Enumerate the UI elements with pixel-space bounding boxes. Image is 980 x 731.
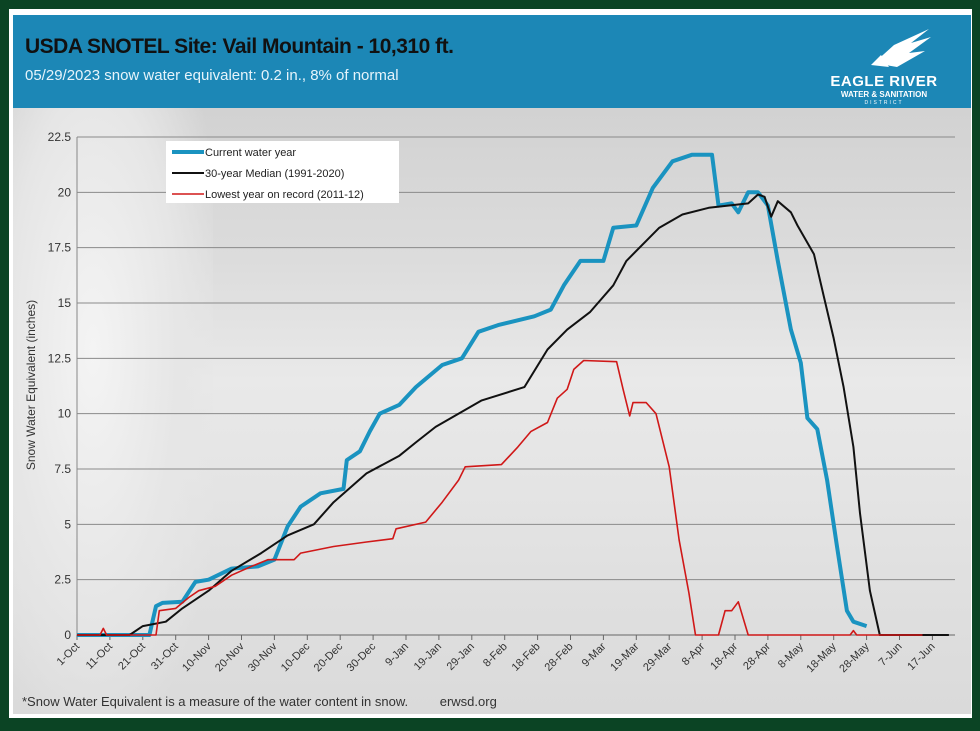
y-tick-label: 20 [58,185,72,199]
x-tick-label: 18-Apr [708,640,740,672]
x-tick-label: 9-Jan [383,641,411,669]
logo-line2: WATER & SANITATION [840,90,928,99]
x-tick-label: 28-Feb [542,641,575,674]
x-tick-label: 29-Jan [445,641,477,673]
logo-line3: DISTRICT [864,100,904,106]
x-tick-label: 8-Feb [481,641,510,670]
y-tick-label: 12.5 [48,351,72,365]
legend-entry: Lowest year on record (2011-12) [205,189,364,201]
x-tick-label: 11-Oct [84,641,115,672]
logo-line1: EAGLE RIVER [830,73,938,90]
x-tick-label: 1-Oct [55,641,83,669]
x-tick-label: 9-Mar [580,640,609,669]
y-axis-label: Snow Water Equivalent (inches) [24,300,38,470]
x-tick-label: 19-Jan [412,641,444,673]
x-tick-label: 28-Apr [741,640,773,672]
x-tick-label: 31-Oct [149,641,181,673]
y-tick-label: 5 [64,517,71,531]
chart-subtitle: 05/29/2023 snow water equivalent: 0.2 in… [25,67,399,84]
series-line-3 [77,359,923,636]
x-tick-label: 20-Dec [312,640,346,674]
legend-box [166,141,399,203]
y-tick-label: 2.5 [54,573,71,587]
x-tick-label: 29-Mar [641,640,674,673]
eagle-river-logo: EAGLE RIVER WATER & SANITATION DISTRICT [819,23,949,106]
x-tick-label: 30-Dec [345,640,379,674]
x-tick-label: 8-May [776,640,806,670]
y-tick-label: 10 [58,407,72,421]
x-tick-label: 19-Mar [608,640,641,673]
x-tick-label: 10-Nov [180,640,214,674]
footer: *Snow Water Equivalent is a measure of t… [22,694,525,709]
eagle-wing-icon [871,29,931,67]
x-tick-label: 18-Feb [510,641,543,674]
y-tick-label: 17.5 [48,241,72,255]
snow-background [13,108,971,714]
y-tick-label: 7.5 [54,462,71,476]
x-tick-label: 28-May [837,640,872,675]
x-tick-label: 7-Jun [877,641,905,669]
x-tick-label: 30-Nov [246,640,280,674]
legend-entry: 30-year Median (1991-2020) [205,168,344,180]
footer-url[interactable]: erwsd.org [439,694,497,709]
x-tick-label: 21-Oct [116,641,148,673]
series-line-1 [77,152,868,637]
legend-entry: Current water year [205,147,296,159]
header-banner: USDA SNOTEL Site: Vail Mountain - 10,310… [13,15,971,108]
x-tick-label: 17-Jun [905,641,937,673]
series-line-2 [77,193,949,636]
chart-title: USDA SNOTEL Site: Vail Mountain - 10,310… [25,35,454,58]
x-tick-label: 10-Dec [279,640,313,674]
footer-note: *Snow Water Equivalent is a measure of t… [22,694,409,709]
x-tick-label: 20-Nov [213,640,247,674]
legend: Current water year 30-year Median (1991-2… [166,141,399,203]
x-tick-label: 18-May [804,640,839,675]
y-tick-label: 15 [58,296,72,310]
y-tick-label: 0 [64,628,71,642]
y-tick-label: 22.5 [48,130,72,144]
x-tick-label: 8-Apr [680,640,708,668]
